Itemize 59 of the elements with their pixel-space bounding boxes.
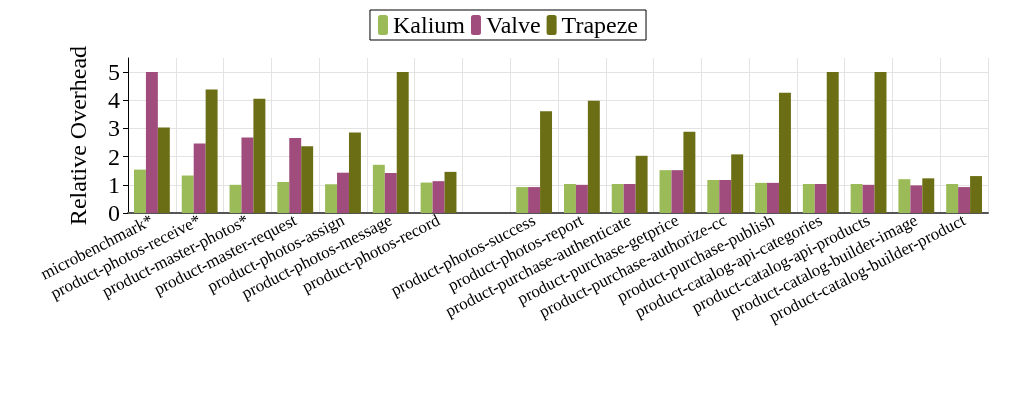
y-tick-label: 3: [108, 115, 120, 142]
bar: [946, 183, 959, 213]
y-tick-label: 2: [108, 143, 120, 170]
bar: [802, 183, 815, 213]
bar: [432, 181, 445, 213]
bar: [683, 131, 696, 213]
y-tick-label: 5: [108, 59, 120, 86]
bar: [133, 169, 146, 213]
bar: [862, 184, 875, 213]
bar: [528, 187, 541, 213]
bar: [659, 170, 672, 213]
y-tick-label: 1: [108, 171, 120, 198]
y-tick-label: 4: [108, 87, 120, 114]
bar: [337, 172, 349, 213]
bar: [671, 170, 684, 213]
bar: [145, 72, 158, 213]
bar: [277, 182, 290, 213]
bar: [301, 146, 314, 213]
bar: [575, 184, 588, 213]
bar: [910, 185, 923, 213]
bar: [289, 138, 302, 213]
bar: [778, 92, 791, 213]
legend-label: Kalium: [392, 12, 466, 38]
bar: [540, 111, 553, 213]
legend-label: Trapeze: [561, 12, 639, 38]
bar: [874, 72, 887, 213]
bar: [814, 183, 827, 213]
bar: [444, 171, 457, 213]
bar: [325, 184, 338, 213]
bar: [384, 172, 397, 213]
bar: [767, 182, 779, 213]
bar: [611, 183, 624, 213]
bar: [348, 132, 361, 213]
bar: [181, 175, 194, 213]
bar: [229, 184, 242, 213]
bar: [193, 143, 206, 213]
bar: [731, 154, 744, 213]
bar: [707, 180, 720, 213]
bar: [253, 98, 266, 213]
bar: [826, 72, 839, 213]
bar: [922, 178, 935, 213]
legend-label: Valve: [485, 12, 541, 38]
bar: [396, 72, 409, 213]
bar: [563, 183, 576, 213]
bar: [958, 187, 971, 213]
bar: [970, 176, 983, 213]
bar: [623, 183, 636, 213]
bar: [157, 127, 170, 213]
bar: [372, 164, 385, 213]
bar: [850, 183, 863, 213]
bar: [205, 89, 218, 213]
bar: [420, 182, 433, 213]
bar: [719, 180, 732, 213]
bar: [516, 187, 529, 213]
bar: [755, 182, 768, 213]
bar: [635, 155, 648, 213]
bar: [587, 100, 600, 213]
bar: [898, 179, 911, 213]
bar: [241, 137, 254, 213]
